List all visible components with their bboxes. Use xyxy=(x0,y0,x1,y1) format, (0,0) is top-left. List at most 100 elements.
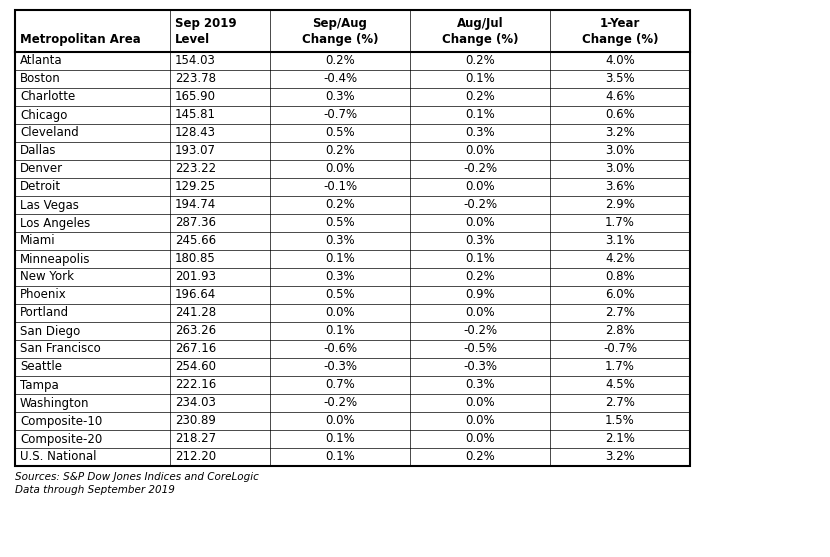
Text: 0.0%: 0.0% xyxy=(465,144,495,158)
Text: 196.64: 196.64 xyxy=(175,289,217,301)
Text: 0.5%: 0.5% xyxy=(325,126,354,139)
Text: 0.3%: 0.3% xyxy=(465,234,495,247)
Text: 6.0%: 6.0% xyxy=(605,289,635,301)
Text: 0.0%: 0.0% xyxy=(465,180,495,193)
Text: -0.2%: -0.2% xyxy=(463,198,497,212)
Text: 4.5%: 4.5% xyxy=(605,379,635,392)
Text: -0.5%: -0.5% xyxy=(463,343,497,355)
Text: -0.2%: -0.2% xyxy=(463,163,497,175)
Text: 263.26: 263.26 xyxy=(175,325,216,338)
Text: 0.9%: 0.9% xyxy=(465,289,495,301)
Text: 223.22: 223.22 xyxy=(175,163,216,175)
Text: Level: Level xyxy=(175,33,210,46)
Text: -0.7%: -0.7% xyxy=(603,343,637,355)
Text: 245.66: 245.66 xyxy=(175,234,216,247)
Text: San Francisco: San Francisco xyxy=(20,343,100,355)
Text: Change (%): Change (%) xyxy=(582,33,658,46)
Text: 0.2%: 0.2% xyxy=(325,55,355,67)
Text: 241.28: 241.28 xyxy=(175,306,216,320)
Text: 0.0%: 0.0% xyxy=(465,414,495,428)
Text: -0.7%: -0.7% xyxy=(323,109,357,121)
Text: -0.2%: -0.2% xyxy=(323,397,357,409)
Text: 3.0%: 3.0% xyxy=(605,144,635,158)
Text: 0.3%: 0.3% xyxy=(465,379,495,392)
Text: 0.3%: 0.3% xyxy=(465,126,495,139)
Text: 0.0%: 0.0% xyxy=(325,306,354,320)
Text: Charlotte: Charlotte xyxy=(20,90,76,104)
Text: 154.03: 154.03 xyxy=(175,55,216,67)
Text: 1.7%: 1.7% xyxy=(605,360,635,374)
Text: 218.27: 218.27 xyxy=(175,432,216,446)
Text: 2.7%: 2.7% xyxy=(605,397,635,409)
Text: Data through September 2019: Data through September 2019 xyxy=(15,485,175,495)
Text: 287.36: 287.36 xyxy=(175,217,216,229)
Text: Portland: Portland xyxy=(20,306,69,320)
Text: San Diego: San Diego xyxy=(20,325,81,338)
Text: 0.1%: 0.1% xyxy=(325,451,355,463)
Text: 0.1%: 0.1% xyxy=(465,252,495,266)
Text: 3.2%: 3.2% xyxy=(605,126,635,139)
Text: Metropolitan Area: Metropolitan Area xyxy=(20,33,141,46)
Text: 3.5%: 3.5% xyxy=(605,72,635,86)
Text: 222.16: 222.16 xyxy=(175,379,217,392)
Text: Miami: Miami xyxy=(20,234,56,247)
Text: 254.60: 254.60 xyxy=(175,360,216,374)
Text: 3.6%: 3.6% xyxy=(605,180,635,193)
Text: 212.20: 212.20 xyxy=(175,451,216,463)
Text: Boston: Boston xyxy=(20,72,61,86)
Text: Las Vegas: Las Vegas xyxy=(20,198,79,212)
Text: 0.0%: 0.0% xyxy=(465,217,495,229)
Text: 0.5%: 0.5% xyxy=(325,217,354,229)
Text: 129.25: 129.25 xyxy=(175,180,216,193)
Text: 234.03: 234.03 xyxy=(175,397,216,409)
Text: 2.9%: 2.9% xyxy=(605,198,635,212)
Text: Composite-20: Composite-20 xyxy=(20,432,102,446)
Text: 0.6%: 0.6% xyxy=(605,109,635,121)
Text: 0.0%: 0.0% xyxy=(465,397,495,409)
Text: Change (%): Change (%) xyxy=(302,33,378,46)
Text: Sep/Aug: Sep/Aug xyxy=(313,17,368,30)
Text: 223.78: 223.78 xyxy=(175,72,216,86)
Text: 180.85: 180.85 xyxy=(175,252,216,266)
Text: Sources: S&P Dow Jones Indices and CoreLogic: Sources: S&P Dow Jones Indices and CoreL… xyxy=(15,472,259,482)
Text: Cleveland: Cleveland xyxy=(20,126,79,139)
Text: Phoenix: Phoenix xyxy=(20,289,66,301)
Text: 0.1%: 0.1% xyxy=(465,72,495,86)
Text: 0.2%: 0.2% xyxy=(465,55,495,67)
Text: 0.2%: 0.2% xyxy=(325,144,355,158)
Text: Dallas: Dallas xyxy=(20,144,56,158)
Text: 1.7%: 1.7% xyxy=(605,217,635,229)
Text: Los Angeles: Los Angeles xyxy=(20,217,90,229)
Text: 1-Year: 1-Year xyxy=(600,17,640,30)
Text: 193.07: 193.07 xyxy=(175,144,216,158)
Text: Detroit: Detroit xyxy=(20,180,61,193)
Text: -0.3%: -0.3% xyxy=(463,360,497,374)
Text: New York: New York xyxy=(20,271,74,284)
Text: Tampa: Tampa xyxy=(20,379,59,392)
Text: 3.0%: 3.0% xyxy=(605,163,635,175)
Text: 201.93: 201.93 xyxy=(175,271,216,284)
Text: 3.1%: 3.1% xyxy=(605,234,635,247)
Text: 0.1%: 0.1% xyxy=(325,325,355,338)
Text: 2.7%: 2.7% xyxy=(605,306,635,320)
Text: 128.43: 128.43 xyxy=(175,126,216,139)
Text: 194.74: 194.74 xyxy=(175,198,217,212)
Text: 267.16: 267.16 xyxy=(175,343,217,355)
Text: Seattle: Seattle xyxy=(20,360,62,374)
Text: 0.1%: 0.1% xyxy=(325,252,355,266)
Text: 0.0%: 0.0% xyxy=(465,432,495,446)
Text: -0.6%: -0.6% xyxy=(323,343,357,355)
Text: Change (%): Change (%) xyxy=(442,33,518,46)
Text: 145.81: 145.81 xyxy=(175,109,216,121)
Text: 4.0%: 4.0% xyxy=(605,55,635,67)
Text: Composite-10: Composite-10 xyxy=(20,414,102,428)
Text: 0.3%: 0.3% xyxy=(325,271,354,284)
Text: Washington: Washington xyxy=(20,397,90,409)
Text: 165.90: 165.90 xyxy=(175,90,216,104)
Text: 0.8%: 0.8% xyxy=(605,271,635,284)
Text: 230.89: 230.89 xyxy=(175,414,216,428)
Text: 0.3%: 0.3% xyxy=(325,90,354,104)
Text: 0.1%: 0.1% xyxy=(325,432,355,446)
Text: 0.3%: 0.3% xyxy=(325,234,354,247)
Text: Sep 2019: Sep 2019 xyxy=(175,17,237,30)
